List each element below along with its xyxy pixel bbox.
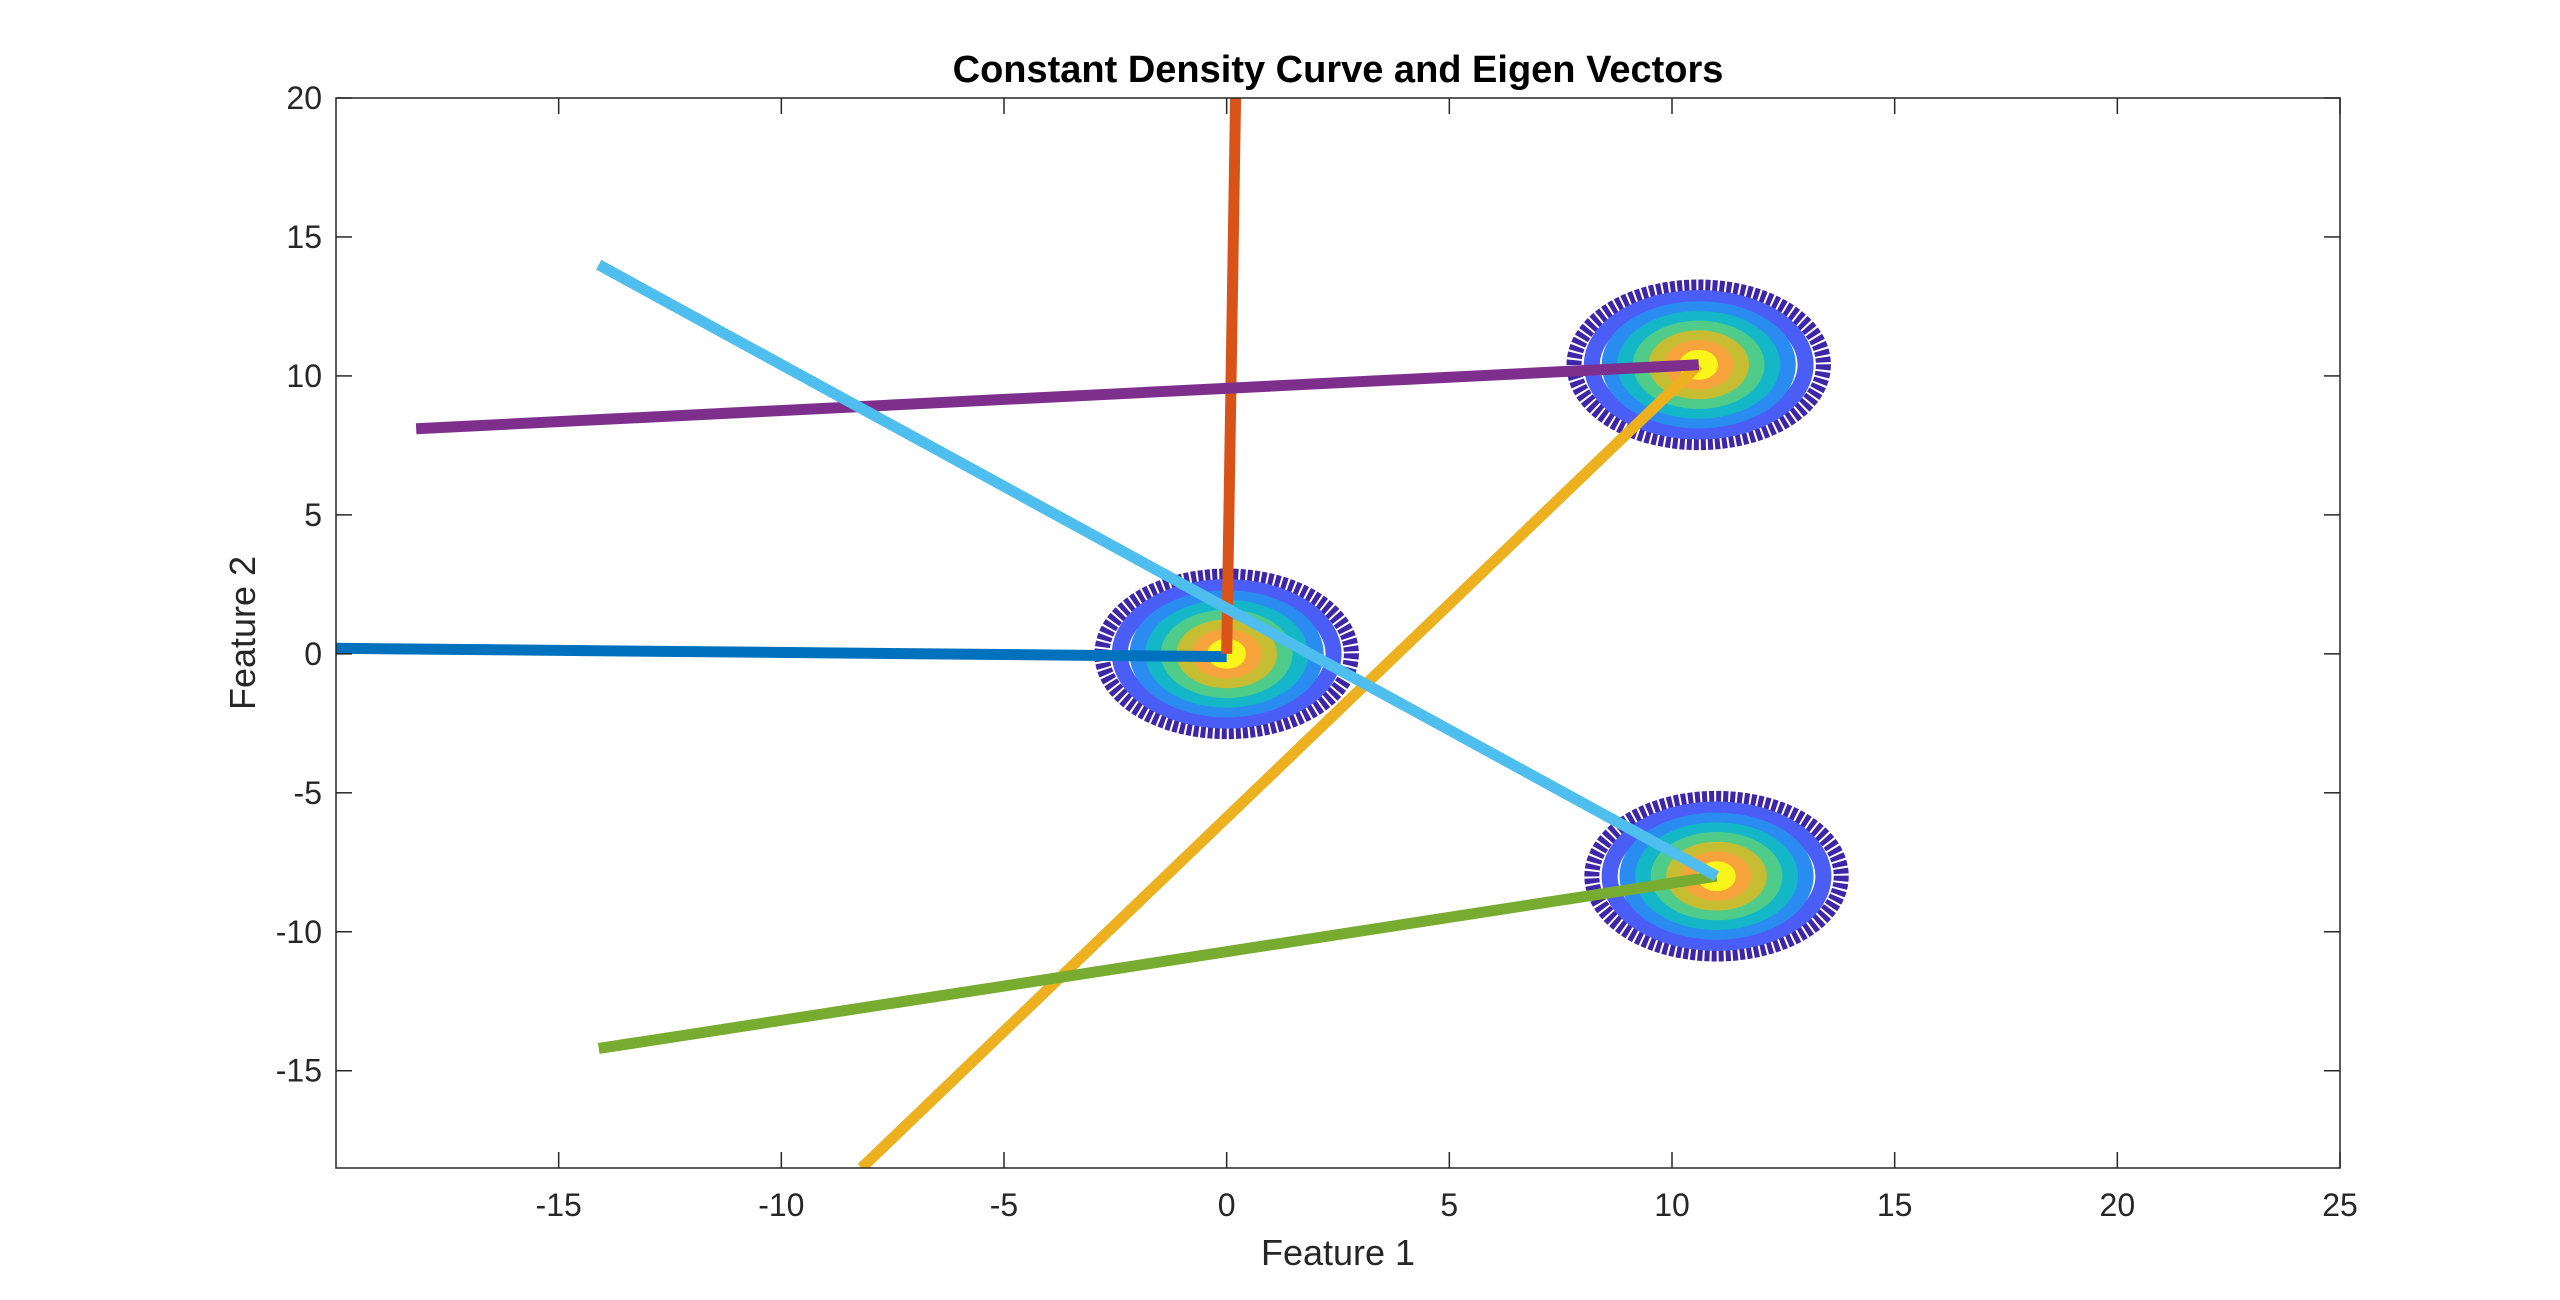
contour-ring (1584, 790, 1849, 962)
series-line-3 (415, 359, 1699, 435)
contour-group-2 (1584, 790, 1849, 962)
y-axis-label: Feature 2 (222, 556, 263, 710)
series-line-2 (857, 360, 1703, 1168)
x-tick-label: 20 (2100, 1187, 2136, 1223)
contour-ring (1635, 822, 1799, 931)
y-axis-ticks: 20 15 10 5 0 -5 -10 -15 (276, 80, 2340, 1089)
plot-frame (335, 97, 2341, 1169)
y-tick-label: 10 (286, 358, 322, 394)
x-tick-label: -15 (536, 1187, 582, 1223)
y-tick-label: -10 (276, 914, 322, 950)
x-axis-label: Feature 1 (1261, 1232, 1415, 1273)
y-tick-label: 20 (286, 80, 322, 116)
x-tick-label: -5 (990, 1187, 1018, 1223)
contour-ring (1619, 812, 1814, 940)
y-tick-label: -15 (276, 1053, 322, 1089)
x-tick-label: -10 (758, 1187, 804, 1223)
contour-ring (1601, 801, 1832, 951)
contour-ring (1566, 279, 1831, 451)
x-tick-label: 25 (2322, 1187, 2358, 1223)
x-tick-label: 5 (1440, 1187, 1458, 1223)
x-tick-label: 0 (1218, 1187, 1236, 1223)
y-tick-label: -5 (294, 775, 322, 811)
contour-ring (1666, 841, 1767, 911)
plot-area (336, 98, 2340, 1168)
series-line-4 (597, 870, 1718, 1054)
series-line-0 (336, 642, 1227, 663)
contour-ring (1650, 832, 1783, 921)
eigen-vector-lines (336, 98, 1720, 1168)
chart-title: Constant Density Curve and Eigen Vectors (953, 49, 1724, 91)
y-tick-label: 0 (304, 636, 322, 672)
y-tick-label: 15 (286, 219, 322, 255)
x-tick-label: 15 (1877, 1187, 1913, 1223)
y-tick-label: 5 (304, 497, 322, 533)
x-axis-ticks: -15 -10 -5 0 5 10 15 20 25 (536, 98, 2358, 1223)
series-line-1 (1221, 98, 1242, 654)
x-tick-label: 10 (1654, 1187, 1690, 1223)
series-line-5 (596, 259, 1720, 882)
